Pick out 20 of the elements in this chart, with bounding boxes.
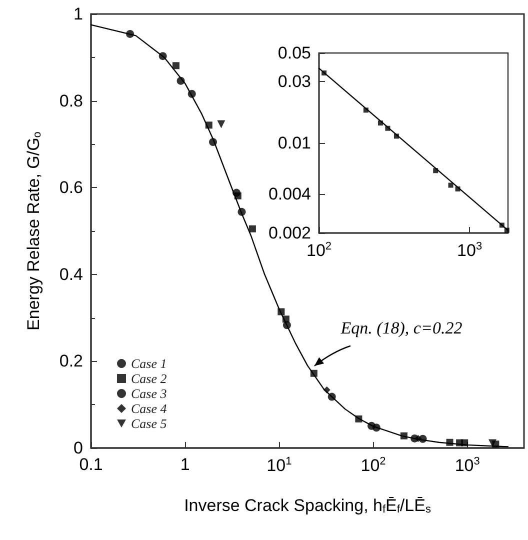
- legend-label: Case 4: [131, 401, 168, 416]
- y-tick-label: 0.2: [59, 352, 83, 371]
- y-tick-label: 0.01: [278, 134, 311, 152]
- annotation: Eqn. (18), c=0.22: [340, 318, 463, 338]
- legend-label: Case 2: [131, 371, 168, 386]
- legend-label: Case 5: [131, 416, 168, 431]
- y-tick-label: 0.03: [278, 72, 311, 92]
- y-tick-label: 0.05: [278, 44, 311, 62]
- legend-label: Case 3: [131, 386, 168, 401]
- y-tick-label: 0: [74, 438, 83, 458]
- y-axis-title: Energy Relase Rate, G/Go: [24, 132, 44, 330]
- y-tick-label: 0.002: [268, 224, 311, 242]
- y-tick-label: 0.004: [268, 184, 311, 204]
- legend-label: Case 1: [131, 356, 167, 371]
- y-tick-label: 1: [74, 4, 83, 24]
- x-tick-label: 1: [180, 455, 190, 474]
- y-tick-label: 0.4: [59, 264, 83, 284]
- y-tick-label: 0.6: [59, 178, 83, 198]
- y-tick-label: 0.8: [59, 91, 83, 110]
- x-tick-label: 0.1: [79, 455, 103, 474]
